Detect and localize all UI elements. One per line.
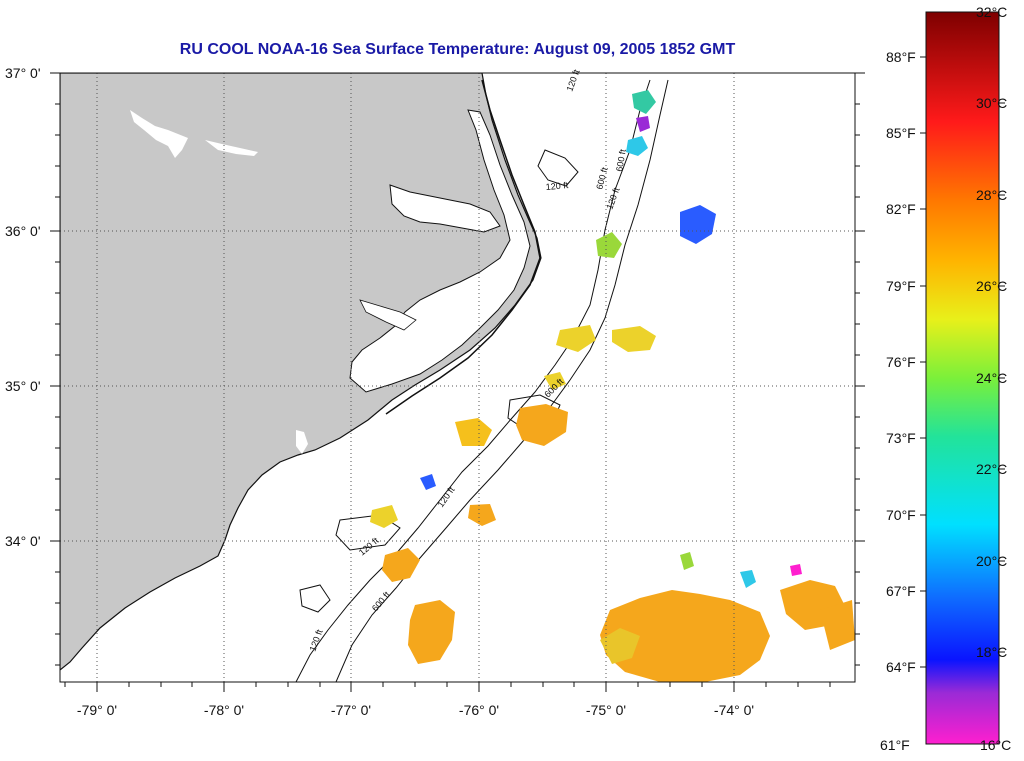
albemarle-sound: [389, 184, 501, 233]
lat-label-37: 37° 0': [5, 65, 41, 81]
fahrenheit-label: 73°F: [886, 430, 916, 446]
celsius-label: 24°C: [976, 370, 1007, 386]
celsius-label: 32°C: [976, 4, 1007, 20]
fahrenheit-label: 88°F: [886, 49, 916, 65]
sst-data: [370, 90, 855, 682]
lake-small: [205, 140, 258, 156]
colorbar: [925, 11, 1000, 745]
lat-label-36: 36° 0': [5, 223, 41, 239]
lake-coastal: [296, 430, 308, 454]
lon-label-75: -75° 0': [586, 702, 626, 718]
celsius-label: 26°C: [976, 278, 1007, 294]
lake: [130, 110, 188, 158]
fahrenheit-label: 67°F: [886, 583, 916, 599]
lon-label-78: -78° 0': [204, 702, 244, 718]
fahrenheit-label: 82°F: [886, 201, 916, 217]
lat-label-34: 34° 0': [5, 533, 41, 549]
celsius-label: 30°C: [976, 95, 1007, 111]
barrier-island: [385, 79, 541, 415]
lat-label-35: 35° 0': [5, 378, 41, 394]
celsius-label: 22°C: [976, 461, 1007, 477]
axis-ticks: [50, 72, 865, 692]
celsius-label: 16°C: [980, 737, 1011, 753]
celsius-label: 18°C: [976, 644, 1007, 660]
map-frame: [59, 72, 856, 683]
celsius-label: 28°C: [976, 187, 1007, 203]
lon-label-79: -79° 0': [77, 702, 117, 718]
map-title: RU COOL NOAA-16 Sea Surface Temperature:…: [179, 41, 736, 58]
colorbar-ticks: [920, 56, 1005, 668]
fahrenheit-label: 70°F: [886, 507, 916, 523]
celsius-label: 20°C: [976, 553, 1007, 569]
fahrenheit-label: 76°F: [886, 354, 916, 370]
lon-label-76: -76° 0': [459, 702, 499, 718]
river-inlet: [359, 299, 417, 331]
fahrenheit-label: 79°F: [886, 278, 916, 294]
fahrenheit-label: 64°F: [886, 659, 916, 675]
fahrenheit-label: 61°F: [880, 737, 910, 753]
graticule: [60, 73, 855, 682]
contour-label: 120 ft: [545, 180, 569, 192]
lon-label-74: -74° 0': [714, 702, 754, 718]
pamlico-sound: [349, 109, 531, 393]
contour-label: 600 ft: [614, 148, 628, 172]
fahrenheit-label: 85°F: [886, 125, 916, 141]
lon-label-77: -77° 0': [331, 702, 371, 718]
